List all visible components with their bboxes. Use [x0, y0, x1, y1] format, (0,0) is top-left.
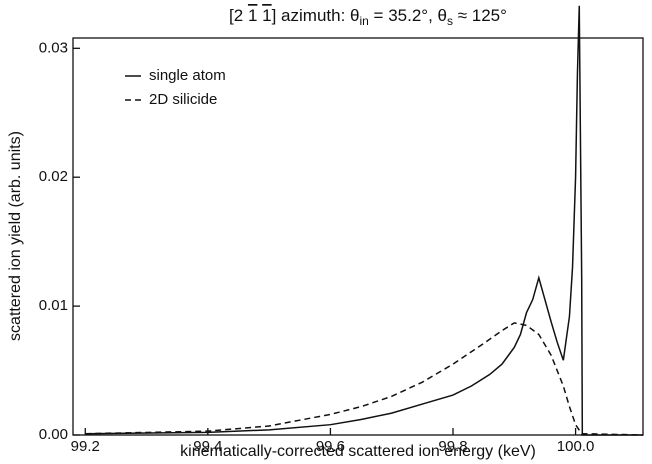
x-tick-label: 99.6: [316, 438, 345, 455]
x-axis-label: kinematically-corrected scattered ion en…: [180, 443, 536, 460]
x-tick-label: 99.4: [193, 438, 222, 455]
title-part: 1: [248, 6, 257, 25]
title-part: in: [359, 14, 368, 28]
y-tick-label: 0.02: [39, 168, 68, 185]
series-line: [85, 5, 643, 436]
legend-label: 2D silicide: [149, 91, 217, 108]
title-part: 1: [262, 6, 271, 25]
y-axis-label: scattered ion yield (arb. units): [7, 131, 24, 341]
legend-label: single atom: [149, 67, 226, 84]
title-part: = 35.2°, θ: [369, 6, 447, 25]
y-tick-label: 0.00: [39, 426, 68, 443]
chart-title: [2 1 1] azimuth: θin = 35.2°, θs ≈ 125°: [229, 6, 507, 28]
x-tick-label: 99.2: [71, 438, 100, 455]
plot-frame: [72, 37, 644, 436]
y-tick-label: 0.01: [39, 297, 68, 314]
x-tick-label: 99.8: [438, 438, 467, 455]
title-part: ] azimuth: θ: [272, 6, 360, 25]
series-line: [85, 322, 644, 436]
title-part: ≈ 125°: [453, 6, 507, 25]
y-tick-label: 0.03: [39, 39, 68, 56]
title-part: [2: [229, 6, 248, 25]
title-part: s: [447, 14, 453, 28]
x-tick-label: 100.0: [557, 438, 595, 455]
